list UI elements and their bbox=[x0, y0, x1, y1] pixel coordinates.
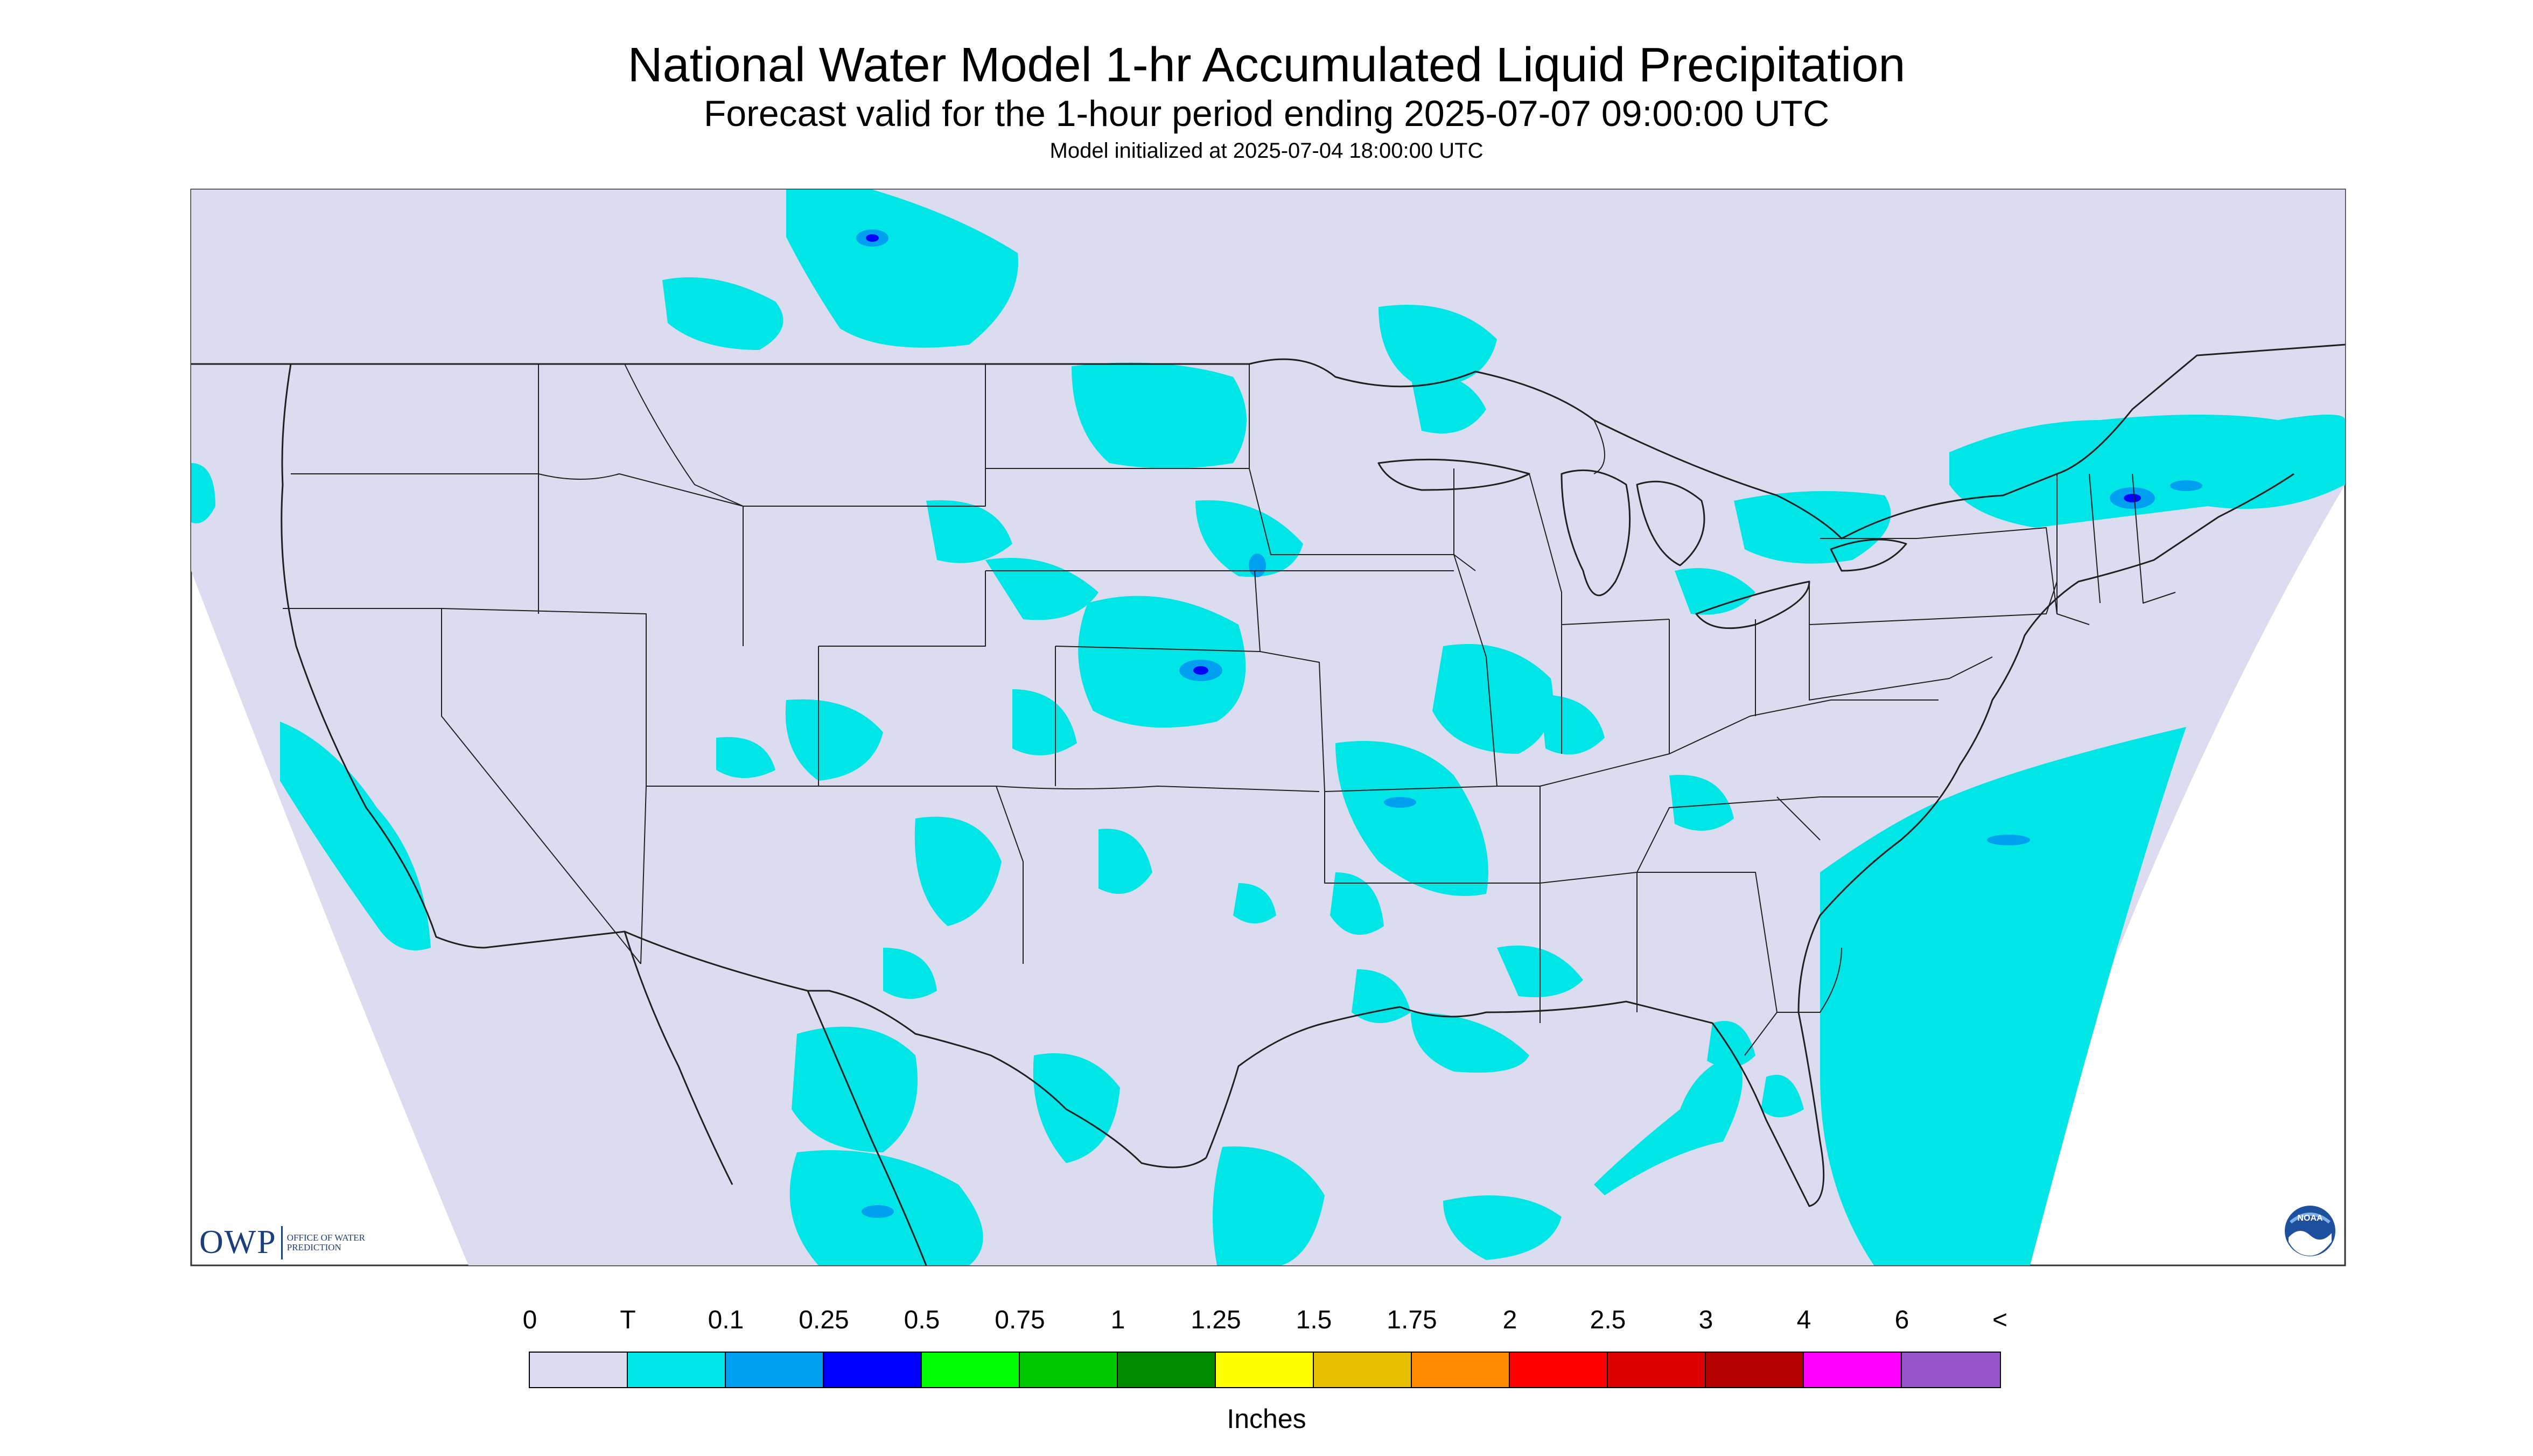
legend-tick-label: 2.5 bbox=[1590, 1306, 1626, 1334]
legend-swatch bbox=[1020, 1353, 1118, 1387]
noaa-logo-text: NOAA bbox=[2297, 1214, 2323, 1223]
legend-swatch bbox=[1216, 1353, 1314, 1387]
precip-trace-areas bbox=[191, 190, 2345, 1265]
owp-logo-subtitle: OFFICE OF WATER PREDICTION bbox=[286, 1232, 365, 1252]
legend-swatch bbox=[530, 1353, 628, 1387]
legend-tick-label: 3 bbox=[1698, 1306, 1713, 1334]
map-title: National Water Model 1-hr Accumulated Li… bbox=[627, 38, 1906, 92]
legend-tick-label: 2 bbox=[1502, 1306, 1517, 1334]
geographic-boundaries bbox=[191, 344, 2346, 1266]
mexico-coast bbox=[624, 931, 927, 1266]
owp-logo: OWP OFFICE OF WATER PREDICTION bbox=[199, 1223, 368, 1262]
legend-tick-label: 1.5 bbox=[1296, 1306, 1332, 1334]
legend-swatch bbox=[1314, 1353, 1412, 1387]
legend-tick-label: 0.75 bbox=[995, 1306, 1045, 1334]
legend-colorbar bbox=[529, 1352, 2001, 1388]
legend-swatch bbox=[1902, 1353, 2000, 1387]
legend-tick-label: 1 bbox=[1110, 1306, 1125, 1334]
legend-tick-label: 0 bbox=[522, 1306, 537, 1334]
canada-border bbox=[191, 344, 2346, 540]
legend-tick-label: T bbox=[620, 1306, 636, 1334]
pacific-coast bbox=[281, 363, 485, 949]
legend-tick-label: < bbox=[1992, 1306, 2008, 1334]
legend-swatch bbox=[1706, 1353, 1804, 1387]
noaa-logo-icon: NOAA bbox=[2283, 1204, 2337, 1258]
legend-tick-label: 0.25 bbox=[799, 1306, 849, 1334]
owp-logo-letters: OWP bbox=[199, 1224, 277, 1261]
model-init-line: Model initialized at 2025-07-04 18:00:00… bbox=[1049, 139, 1484, 163]
great-lakes bbox=[1377, 458, 1907, 629]
legend-tick-label: 1.75 bbox=[1387, 1306, 1437, 1334]
legend-swatch bbox=[824, 1353, 922, 1387]
legend-swatch bbox=[1510, 1353, 1608, 1387]
legend-swatch bbox=[726, 1353, 824, 1387]
legend-tick-label: 0.1 bbox=[708, 1306, 744, 1334]
legend-swatch bbox=[1608, 1353, 1706, 1387]
legend-units: Inches bbox=[1227, 1404, 1306, 1434]
legend-swatch bbox=[1804, 1353, 1902, 1387]
legend-tick-label: 0.5 bbox=[904, 1306, 940, 1334]
legend-swatch bbox=[628, 1353, 726, 1387]
legend-swatch bbox=[1118, 1353, 1216, 1387]
legend-tick-label: 1.25 bbox=[1191, 1306, 1241, 1334]
legend-tick-label: 6 bbox=[1894, 1306, 1909, 1334]
owp-logo-divider bbox=[281, 1226, 283, 1259]
legend-swatch bbox=[1412, 1353, 1510, 1387]
mexico-border bbox=[484, 930, 1207, 1168]
state-lines bbox=[283, 363, 2176, 1056]
gulf-coast bbox=[1205, 473, 2294, 1207]
model-domain bbox=[191, 190, 2345, 1265]
precip-heavy-cores bbox=[866, 234, 2141, 675]
legend-tick-label: 4 bbox=[1796, 1306, 1811, 1334]
legend-swatch bbox=[922, 1353, 1020, 1387]
map-subtitle: Forecast valid for the 1-hour period end… bbox=[703, 93, 1830, 134]
